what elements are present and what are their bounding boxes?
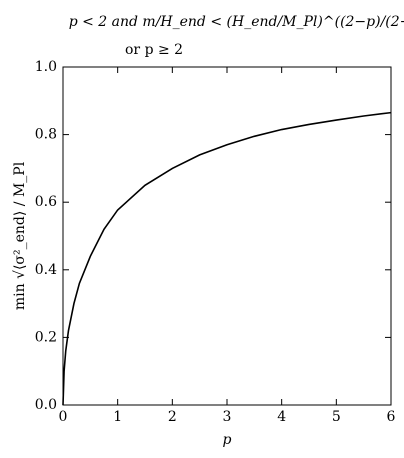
x-tick-label: 2 [168, 409, 177, 425]
y-tick-label: 0.8 [35, 127, 57, 143]
x-tick-label: 3 [223, 409, 232, 425]
y-tick-label: 0.6 [35, 194, 57, 210]
plot-frame [62, 66, 392, 406]
x-tick-label: 6 [387, 409, 396, 425]
x-tick-label: 0 [59, 409, 68, 425]
x-tick-label: 1 [113, 409, 122, 425]
chart-subtitle: or p ≥ 2 [125, 42, 183, 58]
x-tick-label: 4 [277, 409, 286, 425]
y-tick-label: 0.4 [35, 262, 57, 278]
y-tick-label: 0.2 [35, 329, 57, 345]
y-tick-label: 1.0 [35, 59, 57, 75]
y-tick-label: 0.0 [35, 397, 57, 413]
x-tick-label: 5 [332, 409, 341, 425]
chart-title: p < 2 and m/H_end < (H_end/M_Pl)^((2−p)/… [69, 14, 404, 30]
y-axis-label: min √⟨σ²_end⟩ / M_Pl [12, 161, 28, 310]
line [62, 111, 392, 406]
x-axis-label: p [223, 432, 232, 448]
